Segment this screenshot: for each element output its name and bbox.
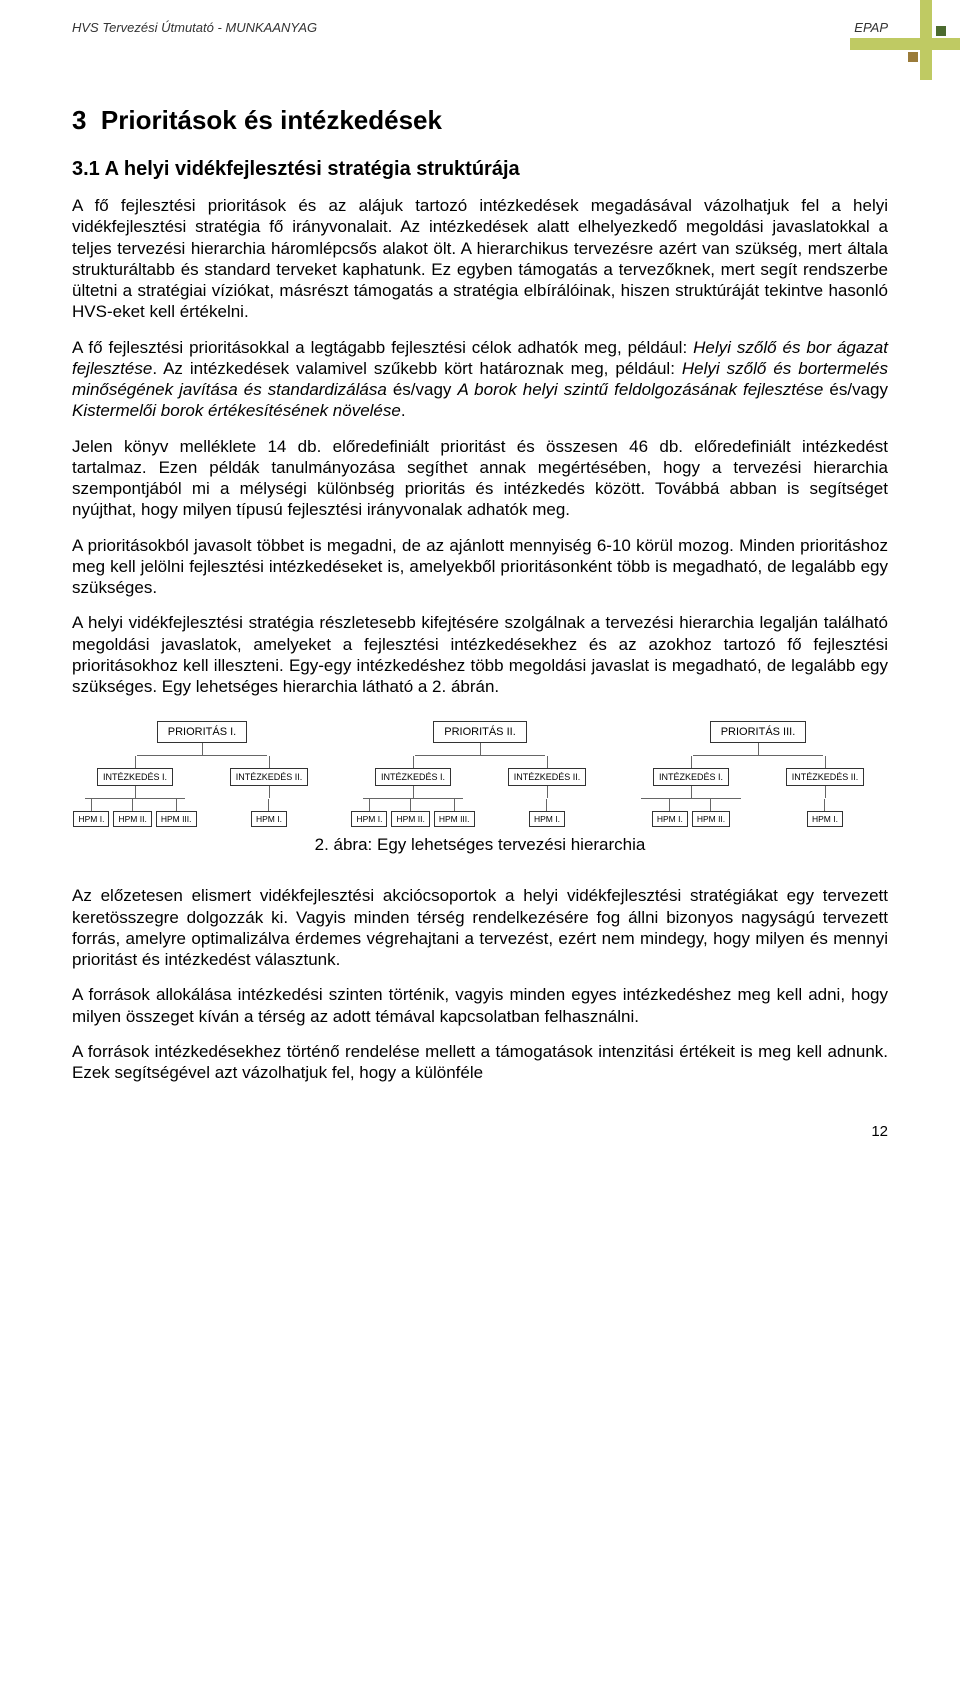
figure-caption: 2. ábra: Egy lehetséges tervezési hierar…	[72, 835, 888, 855]
priority-box: PRIORITÁS III.	[710, 721, 807, 743]
tree-branch: PRIORITÁS I.INTÉZKEDÉS I.HPM I.HPM II.HP…	[72, 721, 332, 827]
leaf-box: HPM I.	[73, 811, 109, 827]
leaf-box: HPM III.	[434, 811, 475, 827]
paragraph-3: Jelen könyv melléklete 14 db. előredefin…	[72, 436, 888, 521]
leaf-box: HPM I.	[251, 811, 287, 827]
leaf-box: HPM I.	[529, 811, 565, 827]
priority-box: PRIORITÁS I.	[157, 721, 247, 743]
paragraph-6: Az előzetesen elismert vidékfejlesztési …	[72, 885, 888, 970]
section-heading: 3 Prioritások és intézkedések	[72, 105, 888, 136]
tree-mid-column: INTÉZKEDÉS I. HPM I.HPM II. HPM III.	[72, 756, 198, 827]
leaf-box: HPM I.	[807, 811, 843, 827]
action-box: INTÉZKEDÉS II.	[786, 768, 865, 786]
tree-mid-column: INTÉZKEDÉS II. HPM I.	[484, 756, 610, 827]
hierarchy-diagram: PRIORITÁS I.INTÉZKEDÉS I.HPM I.HPM II.HP…	[72, 721, 888, 827]
p2-run-e: .	[401, 401, 406, 420]
paragraph-2: A fő fejlesztési prioritásokkal a legtág…	[72, 337, 888, 422]
leaf-box: HPM II.	[113, 811, 151, 827]
action-box: INTÉZKEDÉS I.	[375, 768, 451, 786]
p2-run-a: A fő fejlesztési prioritásokkal a legtág…	[72, 338, 693, 357]
subsection-number: 3.1	[72, 158, 100, 180]
tree-mid-column: INTÉZKEDÉS II. HPM I.	[206, 756, 332, 827]
tree-mid-column: INTÉZKEDÉS I. HPM I.HPM II.	[628, 756, 754, 827]
action-box: INTÉZKEDÉS II.	[230, 768, 309, 786]
tree-mid-column: INTÉZKEDÉS I. HPM I.HPM II. HPM III.	[350, 756, 476, 827]
leaf-box: HPM II.	[391, 811, 429, 827]
section-title: Prioritások és intézkedések	[101, 105, 442, 135]
action-box: INTÉZKEDÉS I.	[653, 768, 729, 786]
leaf-box: HPM III.	[156, 811, 197, 827]
p2-run-c: és/vagy	[387, 380, 458, 399]
action-box: INTÉZKEDÉS II.	[508, 768, 587, 786]
leaf-box: HPM I.	[351, 811, 387, 827]
page-number: 12	[72, 1123, 888, 1140]
tree-branch: PRIORITÁS II.INTÉZKEDÉS I.HPM I.HPM II.H…	[350, 721, 610, 827]
paragraph-5: A helyi vidékfejlesztési stratégia részl…	[72, 612, 888, 697]
paragraph-7: A források allokálása intézkedési szinte…	[72, 984, 888, 1027]
subsection-title: A helyi vidékfejlesztési stratégia struk…	[105, 158, 520, 180]
leaf-box: HPM II.	[692, 811, 730, 827]
header-ornament	[850, 0, 960, 80]
p2-run-d: és/vagy	[823, 380, 888, 399]
section-number: 3	[72, 105, 86, 135]
subsection-heading: 3.1 A helyi vidékfejlesztési stratégia s…	[72, 158, 888, 181]
paragraph-8: A források intézkedésekhez történő rende…	[72, 1041, 888, 1084]
header-left: HVS Tervezési Útmutató - MUNKAANYAG	[72, 20, 317, 35]
priority-box: PRIORITÁS II.	[433, 721, 527, 743]
paragraph-1: A fő fejlesztési prioritások és az aláju…	[72, 195, 888, 323]
tree-branch: PRIORITÁS III.INTÉZKEDÉS I.HPM I.HPM II.…	[628, 721, 888, 827]
p2-run-b: . Az intézkedések valamivel szűkebb kört…	[152, 359, 682, 378]
p2-italic-4: Kistermelői borok értékesítésének növelé…	[72, 401, 401, 420]
p2-italic-3: A borok helyi szintű feldolgozásának fej…	[457, 380, 823, 399]
tree-mid-column: INTÉZKEDÉS II. HPM I.	[762, 756, 888, 827]
page: HVS Tervezési Útmutató - MUNKAANYAG EPAP…	[0, 0, 960, 1180]
running-header: HVS Tervezési Útmutató - MUNKAANYAG EPAP	[72, 20, 888, 35]
leaf-box: HPM I.	[652, 811, 688, 827]
paragraph-4: A prioritásokból javasolt többet is mega…	[72, 535, 888, 599]
action-box: INTÉZKEDÉS I.	[97, 768, 173, 786]
